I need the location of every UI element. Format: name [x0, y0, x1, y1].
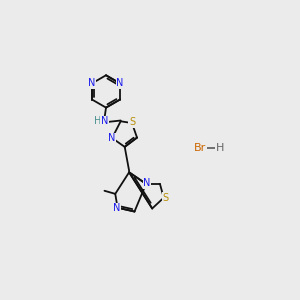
Text: S: S	[129, 117, 135, 127]
Text: N: N	[108, 133, 115, 143]
Text: S: S	[162, 193, 168, 203]
Text: N: N	[113, 203, 121, 214]
Text: H: H	[216, 143, 224, 153]
Text: N: N	[116, 78, 124, 88]
Text: N: N	[101, 116, 108, 127]
Text: N: N	[143, 178, 151, 188]
Text: Br: Br	[194, 143, 206, 153]
Text: H: H	[94, 116, 101, 127]
Text: N: N	[88, 78, 96, 88]
